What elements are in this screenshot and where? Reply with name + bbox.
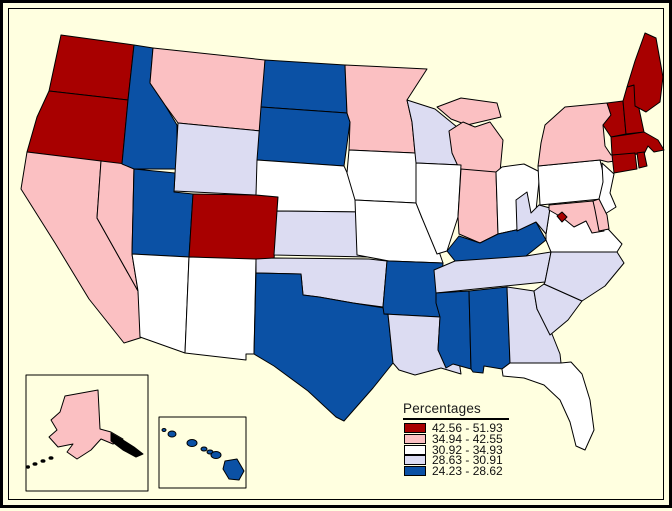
legend-row: 42.56 - 51.93 [402, 421, 509, 436]
state-nd [260, 59, 348, 114]
state-ar [382, 260, 444, 318]
alaska-panhandle [110, 432, 144, 458]
legend-row: 24.23 - 28.62 [402, 464, 509, 479]
aleutian-islands [26, 456, 54, 469]
legend-title: Percentages [403, 401, 481, 416]
state-ks [273, 210, 370, 258]
state-wy [173, 122, 262, 196]
state-pa [537, 159, 608, 206]
state-ia [346, 149, 422, 204]
state-me [626, 32, 664, 113]
legend-row: 28.63 - 30.91 [402, 453, 509, 468]
state-nm [184, 256, 257, 361]
state-nc [543, 251, 625, 302]
state-ri [636, 151, 648, 169]
map-legend: Percentages 42.56 - 51.93 34.94 - 42.55 … [402, 401, 509, 479]
state-az [131, 253, 190, 354]
legend-label: 30.92 - 34.93 [432, 442, 503, 457]
us-choropleth-svg [20, 32, 665, 492]
state-ct [611, 152, 638, 174]
state-hi [161, 428, 245, 481]
legend-label: 24.23 - 28.62 [432, 464, 503, 479]
state-mi-upper-peninsula [436, 97, 502, 126]
legend-row: 34.94 - 42.55 [402, 432, 509, 447]
state-fl [501, 361, 595, 451]
state-tn [433, 251, 552, 294]
state-wa [48, 34, 135, 101]
legend-label: 34.94 - 42.55 [432, 432, 503, 447]
legend-swatch [404, 455, 426, 466]
state-in [457, 168, 499, 244]
state-de [592, 198, 610, 232]
state-co [188, 193, 279, 261]
state-sd [256, 106, 351, 167]
legend-swatch [404, 423, 426, 434]
state-ma [610, 131, 665, 156]
legend-swatch [404, 434, 426, 445]
state-al [468, 286, 511, 374]
legend-row: 30.92 - 34.93 [402, 442, 509, 457]
legend-swatch [404, 444, 426, 455]
legend-swatch [404, 466, 426, 477]
state-ms [435, 290, 472, 370]
legend-divider [403, 418, 509, 420]
state-dc [556, 211, 568, 223]
state-or [26, 90, 129, 165]
state-mi [448, 121, 504, 176]
legend-label: 42.56 - 51.93 [432, 421, 503, 436]
legend-label: 28.63 - 30.91 [432, 453, 503, 468]
state-nj [598, 162, 617, 215]
state-ak [48, 389, 124, 460]
